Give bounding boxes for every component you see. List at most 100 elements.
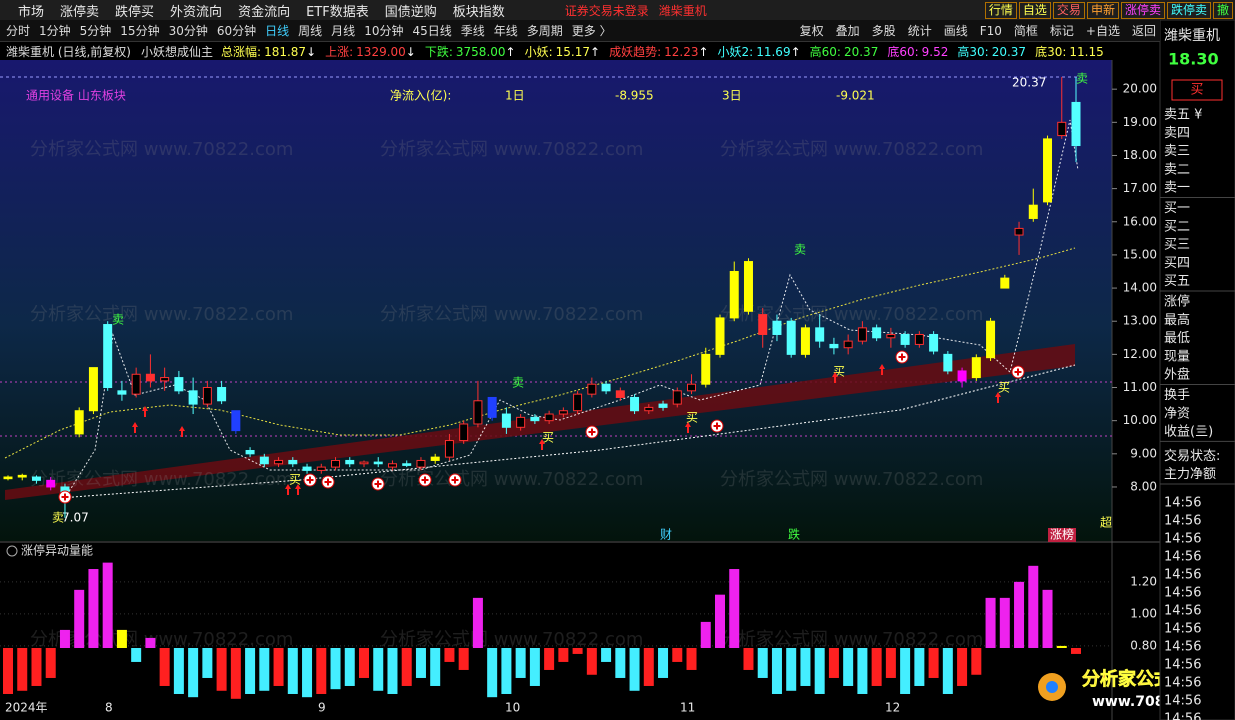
side-row: 换手	[1164, 388, 1190, 403]
indicator-bar	[216, 648, 227, 691]
candle-body	[772, 320, 782, 335]
candle-body	[316, 466, 326, 471]
collapse-icon[interactable]	[6, 545, 18, 557]
quick-button[interactable]: 撤	[1212, 1, 1233, 19]
quick-button[interactable]: 申新	[1086, 1, 1119, 19]
candle-body	[430, 456, 440, 461]
up-arrow	[685, 422, 691, 433]
tool-button[interactable]: F10	[979, 23, 1002, 38]
info-line: 潍柴重机 (日线,前复权) 小妖想成仙主 总涨幅: 181.87↓ 上涨: 1329.…	[0, 42, 1112, 60]
sell-signal: 卖	[52, 511, 64, 525]
candle-body	[857, 327, 867, 342]
formula-value: 11.69	[756, 44, 791, 59]
tool-button[interactable]: 复权	[799, 24, 824, 38]
watermark: 分析家公式网 www.70822.com	[380, 304, 643, 325]
buy-marker-plus	[898, 353, 906, 361]
menu-item[interactable]: 跌停买	[115, 4, 155, 20]
formula-label: 底30:	[1035, 44, 1067, 59]
formula-arrow: ↓	[405, 44, 416, 59]
y-tick-label: 17.00	[1123, 181, 1157, 195]
logo-icon	[1046, 681, 1058, 693]
y-tick-label: 19.00	[1123, 115, 1157, 129]
candle-body	[943, 353, 953, 372]
indicator-bar	[971, 648, 982, 675]
side-row: 卖二	[1164, 162, 1190, 177]
tool-button[interactable]: +自选	[1085, 24, 1120, 38]
formula-item: 上涨: 1329.00↓	[325, 43, 416, 60]
side-row: 交易状态:	[1164, 448, 1220, 464]
up-arrow	[879, 364, 885, 375]
period-tab[interactable]: 分时	[6, 24, 31, 38]
indicator-bar	[1014, 581, 1025, 648]
menu-item[interactable]: 涨停卖	[60, 4, 100, 20]
menu-item[interactable]: 板块指数	[452, 4, 505, 20]
candle-body	[188, 390, 198, 405]
menu-bar: 市场 涨停卖 跌停买 外资流向 资金流向 ETF数据表 国债逆购 板块指数 证券交易未登录 潍柴…	[0, 0, 1235, 20]
candle-body	[601, 383, 611, 392]
period-tab[interactable]: 月线	[331, 24, 356, 38]
period-tab[interactable]: 更多 〉	[571, 24, 612, 38]
formula-item: 下跌: 3758.00↑	[425, 43, 516, 60]
period-tab[interactable]: 60分钟	[216, 24, 257, 38]
trade-time: 14:56	[1164, 622, 1201, 637]
period-tab[interactable]: 1分钟	[39, 24, 71, 38]
tool-button[interactable]: 标记	[1049, 24, 1074, 38]
period-tab[interactable]: 年线	[493, 24, 518, 38]
quick-button[interactable]: 行情	[984, 1, 1017, 19]
candle-body	[202, 387, 212, 405]
period-tab[interactable]: 周线	[298, 24, 323, 38]
up-arrow	[832, 372, 838, 383]
period-tab[interactable]: 15分钟	[120, 24, 160, 38]
indicator-bar	[700, 621, 711, 648]
watermark: 分析家公式网 www.70822.com	[30, 139, 293, 160]
menu-item[interactable]: 资金流向	[238, 4, 291, 20]
buy-marker-plus	[61, 493, 69, 501]
menu-item[interactable]: 外资流向	[170, 4, 223, 20]
side-row: 净资	[1164, 406, 1190, 421]
candle-body	[46, 479, 56, 488]
candle-body	[74, 410, 84, 435]
trade-time: 14:56	[1164, 532, 1201, 547]
tool-button[interactable]: 画线	[943, 24, 968, 38]
y-tick-label: 1.20	[1130, 574, 1157, 588]
x-tick-label: 11	[680, 701, 695, 715]
menu-item[interactable]: ETF数据表	[306, 4, 369, 20]
y-tick-label: 13.00	[1123, 314, 1157, 328]
quick-button[interactable]: 涨停卖	[1120, 1, 1165, 19]
tools: 复权 叠加 多股 统计 画线 F10 简框 标记 +自选 返回	[800, 22, 1156, 39]
tool-button[interactable]: 多股	[871, 24, 896, 38]
side-price: 18.30	[1168, 50, 1219, 69]
period-tab[interactable]: 10分钟	[364, 24, 404, 38]
tool-button[interactable]: 叠加	[835, 24, 860, 38]
support-line	[59, 364, 1076, 499]
candle-body	[487, 396, 497, 418]
formula-arrow: ↑	[790, 44, 801, 59]
period-tab[interactable]: 5分钟	[79, 24, 112, 38]
tool-button[interactable]: 返回	[1131, 24, 1156, 38]
candle-body	[259, 456, 269, 465]
period-tab[interactable]: 季线	[460, 24, 485, 38]
indicator-bar	[757, 648, 768, 678]
quick-button[interactable]: 自选	[1018, 1, 1051, 19]
formula-value: 11.15	[1069, 44, 1104, 59]
indicator-bar	[1056, 645, 1067, 648]
quick-button[interactable]: 交易	[1052, 1, 1085, 19]
tool-button[interactable]: 统计	[907, 24, 932, 38]
quick-button[interactable]: 跌停卖	[1166, 1, 1211, 19]
period-tab[interactable]: 多周期	[526, 24, 563, 38]
candle-body	[103, 324, 113, 389]
menu-item[interactable]: 国债逆购	[384, 4, 437, 20]
period-tab[interactable]: 45日线	[412, 24, 452, 38]
formula-label: 总涨幅:	[221, 44, 262, 59]
formula-item: 高30: 20.37	[957, 43, 1026, 60]
candle-body	[359, 461, 369, 465]
buy-button[interactable]	[1171, 79, 1223, 101]
candle-body	[160, 377, 170, 382]
x-tick-label: 9	[318, 701, 326, 715]
candle-body	[444, 440, 454, 458]
period-tab[interactable]: 日线	[265, 24, 290, 38]
period-tab[interactable]: 30分钟	[168, 24, 208, 38]
menu-item[interactable]: 市场	[18, 4, 45, 20]
tool-button[interactable]: 简框	[1013, 24, 1038, 38]
indicator-bar	[743, 648, 754, 670]
